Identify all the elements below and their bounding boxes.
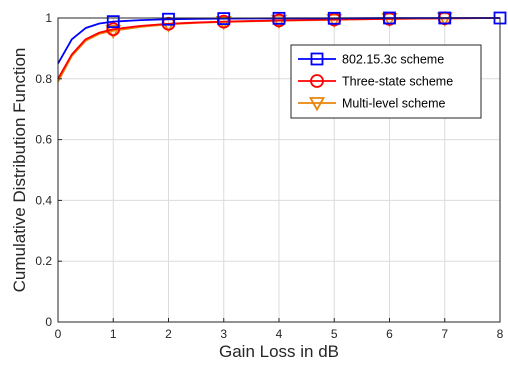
x-tick-label: 6 xyxy=(386,327,393,341)
data-point-marker xyxy=(270,14,288,30)
y-tick-label: 0 xyxy=(45,315,52,329)
legend: 802.15.3c scheme Three-state scheme Multi-… xyxy=(290,44,482,119)
legend-marker xyxy=(308,97,326,112)
data-point-marker xyxy=(162,12,175,26)
x-tick-label: 4 xyxy=(276,327,283,341)
legend-label: Multi-level scheme xyxy=(342,97,446,111)
x-tick-label: 2 xyxy=(165,327,172,341)
y-axis-label: Cumulative Distribution Function xyxy=(10,48,29,293)
legend-entry: Multi-level scheme xyxy=(298,97,446,112)
legend-marker xyxy=(310,52,324,66)
legend-label: Three-state scheme xyxy=(342,75,453,89)
data-point-marker xyxy=(106,22,121,37)
y-tick-label: 1 xyxy=(45,11,52,25)
data-point-marker xyxy=(105,24,122,40)
x-tick-label: 3 xyxy=(220,327,227,341)
legend-entry: Three-state scheme xyxy=(298,74,453,89)
data-point-marker xyxy=(106,15,120,29)
data-point-marker xyxy=(326,13,343,29)
y-tick-label: 0.6 xyxy=(35,133,52,147)
x-tick-label: 8 xyxy=(497,327,504,341)
x-tick-label: 0 xyxy=(55,327,62,341)
y-tick-label: 0.8 xyxy=(35,72,52,86)
y-tick-label: 0.2 xyxy=(35,254,52,268)
legend-marker xyxy=(310,74,324,88)
data-point-marker xyxy=(217,12,231,26)
data-point-marker xyxy=(215,16,232,31)
x-axis-label: Gain Loss in dB xyxy=(219,342,339,361)
x-tick-label: 5 xyxy=(331,327,338,341)
legend-entry: 802.15.3c scheme xyxy=(298,53,444,67)
x-tick-label: 7 xyxy=(441,327,448,341)
axis-ticks: 0 1 2 3 4 5 6 7 8 0 0.2 0.4 0.6 0.8 1 xyxy=(35,11,503,341)
series-line xyxy=(57,17,501,80)
x-tick-label: 1 xyxy=(110,327,117,341)
legend-label: 802.15.3c scheme xyxy=(342,53,444,67)
y-tick-label: 0.4 xyxy=(35,193,52,207)
